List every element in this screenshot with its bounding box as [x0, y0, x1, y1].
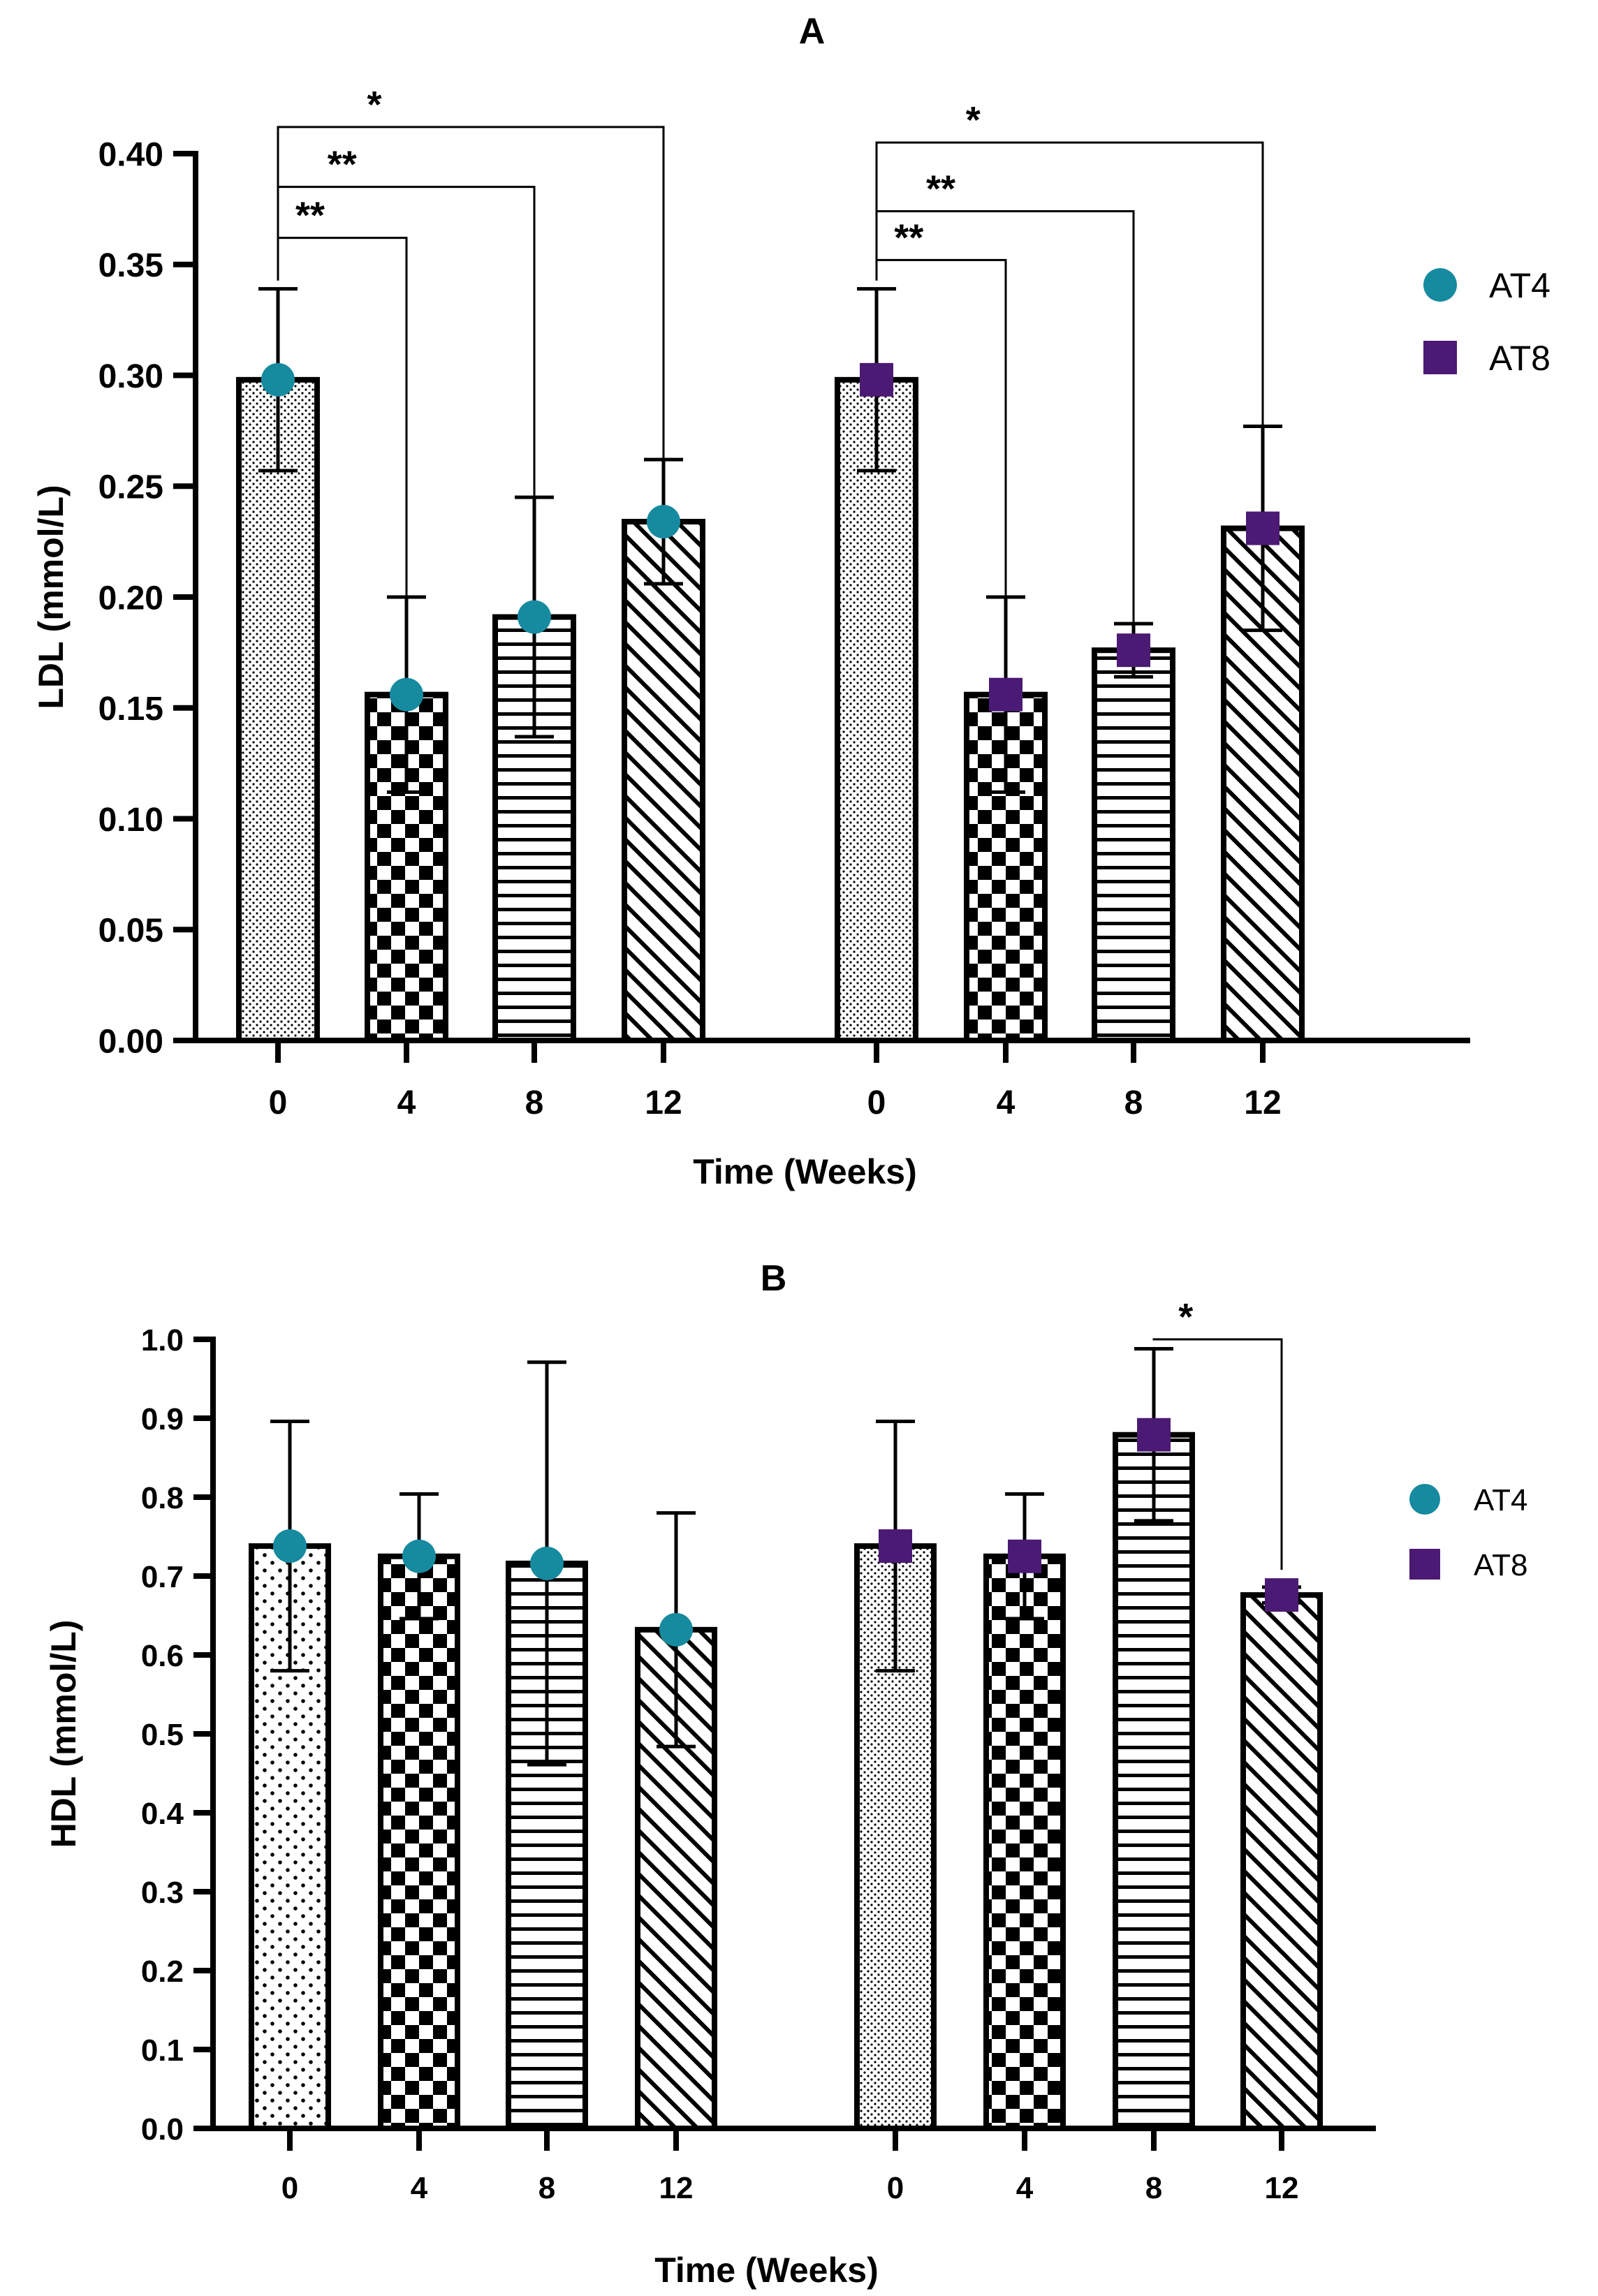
data-point-at8 [1265, 1578, 1298, 1612]
data-point-at8 [1008, 1539, 1041, 1573]
x-tick-label: 4 [1016, 2171, 1034, 2205]
significance-label: * [966, 99, 981, 141]
y-tick-label: 0.30 [98, 358, 163, 395]
y-tick-label: 0.3 [141, 1876, 184, 1910]
y-tick-label: 0.0 [141, 2112, 184, 2147]
x-tick-label: 8 [1145, 2171, 1162, 2205]
bar-at8-week-8 [1113, 1432, 1195, 2131]
y-tick-label: 0.8 [141, 1481, 184, 1515]
data-point-at4 [390, 677, 423, 712]
y-tick-label: 0.20 [98, 580, 163, 617]
x-tick-label: 0 [867, 1084, 886, 1121]
data-point-at4 [273, 1529, 307, 1563]
y-tick-label: 0.7 [141, 1560, 184, 1594]
y-tick-label: 0.40 [98, 136, 163, 173]
legend-label-at8: AT8 [1474, 1548, 1527, 1582]
x-axis-label: Time (Weeks) [654, 2251, 879, 2290]
bar-at4-week-12 [622, 519, 705, 1043]
bar-at8-week-12 [1240, 1592, 1323, 2132]
y-tick-label: 0.5 [141, 1718, 184, 1752]
x-tick-label: 4 [397, 1084, 416, 1121]
data-point-at8 [1137, 1418, 1171, 1452]
y-tick-label: 0.1 [141, 2033, 184, 2068]
significance-bracket [875, 141, 1264, 503]
legend-marker-at4 [1423, 268, 1457, 302]
y-tick-label: 0.35 [98, 247, 163, 284]
x-tick-label: 4 [411, 2171, 428, 2205]
y-tick-label: 0.4 [141, 1797, 184, 1831]
data-point-at4 [518, 600, 551, 634]
significance-bracket [1152, 1338, 1283, 1570]
y-tick-label: 0.05 [98, 913, 163, 950]
data-point-at4 [402, 1539, 436, 1573]
significance-label: * [367, 84, 381, 126]
data-point-at8 [879, 1529, 912, 1563]
significance-label: ** [295, 195, 325, 237]
data-point-at4 [530, 1546, 564, 1580]
x-tick-label: 12 [659, 2171, 694, 2205]
data-point-at4 [647, 505, 680, 539]
data-point-at8 [989, 677, 1022, 712]
y-tick-label: 0.15 [98, 691, 163, 728]
bar-at4-week-0 [236, 376, 320, 1043]
chart-title: B [761, 1258, 787, 1299]
bar-at4-week-4 [378, 1553, 460, 2131]
y-tick-label: 0.00 [98, 1023, 163, 1060]
x-tick-label: 12 [645, 1084, 682, 1121]
bar-at8-week-4 [983, 1553, 1066, 2131]
significance-label: * [1178, 1296, 1193, 1338]
legend-label-at4: AT4 [1489, 266, 1551, 305]
ldl-chart-panel: A 0.00 0.05 0.10 0.15 0.20 0.25 0.30 0.35 0.40 0 4 8… [31, 11, 1551, 1191]
x-tick-label: 0 [269, 1084, 288, 1121]
x-tick-label: 8 [1124, 1084, 1143, 1121]
y-tick-label: 0.2 [141, 1955, 184, 1989]
y-tick-label: 1.0 [141, 1323, 184, 1357]
y-tick-label: 0.10 [98, 802, 163, 839]
x-tick-label: 0 [281, 2171, 298, 2205]
y-axis-label: LDL (mmol/L) [31, 485, 71, 709]
legend-marker-at4 [1409, 1484, 1440, 1515]
x-tick-label: 8 [525, 1084, 544, 1121]
legend-marker-at8 [1409, 1549, 1440, 1580]
x-axis-label: Time (Weeks) [693, 1152, 917, 1191]
x-tick-label: 12 [1265, 2171, 1299, 2205]
x-tick-label: 4 [997, 1084, 1016, 1121]
data-point-at8 [1246, 511, 1280, 545]
x-tick-label: 0 [887, 2171, 904, 2205]
y-tick-label: 0.9 [141, 1402, 184, 1436]
y-tick-label: 0.25 [98, 469, 163, 506]
legend-marker-at8 [1423, 341, 1457, 374]
x-tick-label: 8 [538, 2171, 555, 2205]
significance-label: ** [894, 216, 923, 258]
y-axis-label: HDL (mmol/L) [44, 1620, 83, 1848]
legend-label-at8: AT8 [1489, 339, 1551, 378]
legend-label-at4: AT4 [1474, 1483, 1527, 1517]
y-tick-label: 0.6 [141, 1639, 184, 1673]
data-point-at4 [261, 362, 295, 397]
hdl-chart-panel: B 0.0 0.1 0.2 0.3 0.4 0.5 0.6 0.7 0.8 0.9 1.0 0 4 8 12 0… [44, 1258, 1527, 2290]
bar-at8-week-8 [1092, 647, 1175, 1043]
significance-label: ** [328, 144, 357, 186]
data-point-at8 [860, 362, 893, 397]
x-tick-label: 12 [1244, 1084, 1281, 1121]
chart-title: A [799, 11, 826, 52]
significance-bracket [277, 126, 665, 497]
significance-label: ** [926, 168, 955, 210]
data-point-at4 [659, 1612, 693, 1647]
bar-at8-week-0 [835, 376, 918, 1043]
data-point-at8 [1117, 633, 1150, 668]
